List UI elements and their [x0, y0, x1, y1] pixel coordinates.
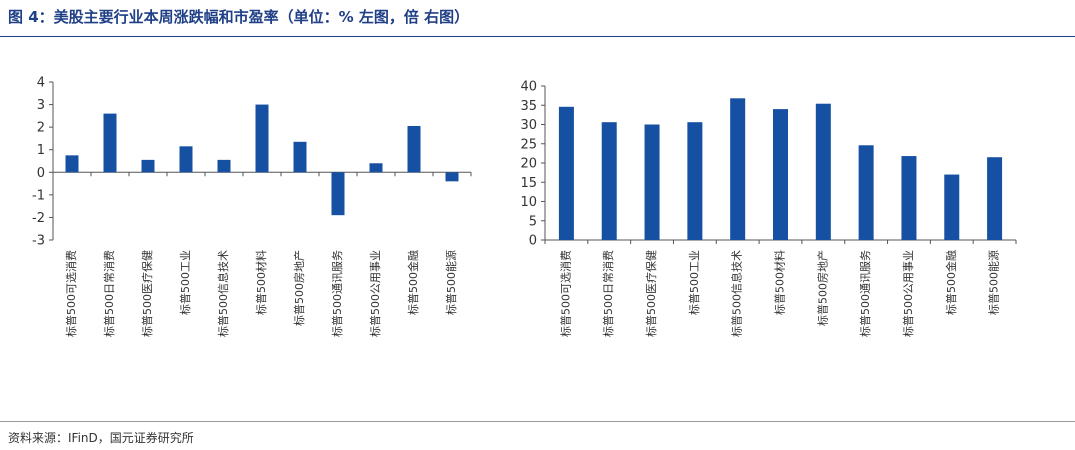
bar [141, 159, 155, 173]
y-tick-label: 1 [37, 143, 45, 158]
x-category-label: 标普500材料 [773, 250, 787, 315]
y-tick-label: -3 [32, 234, 45, 249]
x-category-label: 标普500信息技术 [730, 250, 744, 337]
figure-title: 图 4：美股主要行业本周涨跌幅和市盈率（单位：% 左图，倍 右图） [8, 8, 470, 26]
bar [65, 155, 79, 173]
x-category-label: 标普500通讯服务 [858, 250, 872, 337]
bar [255, 104, 269, 173]
x-category-label: 标普500材料 [254, 250, 268, 315]
bar [944, 174, 960, 240]
x-category-label: 标普500日常消费 [601, 250, 615, 337]
bar [858, 145, 874, 240]
x-category-label: 标普500工业 [687, 250, 701, 315]
footer-rule [0, 421, 1075, 422]
x-category-label: 标普500通讯服务 [330, 250, 344, 337]
bar [901, 156, 917, 240]
bar [687, 122, 703, 240]
y-tick-label: 3 [37, 98, 45, 113]
y-tick-label: 35 [520, 99, 537, 114]
bar [407, 126, 421, 173]
bar [217, 159, 231, 173]
x-category-label: 标普500信息技术 [216, 250, 230, 337]
y-tick-label: -1 [32, 188, 45, 203]
bar [331, 172, 345, 216]
x-category-label: 标普500金融 [944, 250, 958, 315]
bar [369, 163, 383, 173]
y-tick-label: 30 [520, 118, 537, 133]
bar [987, 157, 1003, 240]
y-tick-label: 2 [37, 121, 45, 136]
x-category-label: 标普500可选消费 [558, 250, 572, 337]
x-category-label: 标普500公用事业 [901, 250, 915, 337]
y-tick-label: 4 [37, 76, 45, 91]
bar [103, 113, 117, 173]
y-tick-label: 20 [520, 157, 537, 172]
bar [445, 172, 459, 182]
y-tick-label: 0 [529, 234, 537, 249]
y-tick-label: 10 [520, 195, 537, 210]
x-category-label: 标普500可选消费 [64, 250, 78, 337]
bar [179, 146, 193, 173]
x-category-label: 标普500公用事业 [368, 250, 382, 337]
x-category-label: 标普500医疗保健 [644, 250, 658, 337]
y-tick-label: 25 [520, 137, 537, 152]
x-category-label: 标普500能源 [987, 250, 1001, 315]
y-tick-label: 5 [529, 214, 537, 229]
x-category-label: 标普500工业 [178, 250, 192, 315]
x-category-label: 标普500医疗保健 [140, 250, 154, 337]
bar [730, 98, 746, 240]
x-category-label: 标普500房地产 [815, 250, 829, 326]
bar [293, 141, 307, 173]
y-tick-label: 40 [520, 80, 537, 95]
x-category-label: 标普500日常消费 [102, 250, 116, 337]
bar [644, 124, 660, 240]
bar [773, 109, 788, 240]
y-tick-label: 0 [37, 166, 45, 181]
y-tick-label: -2 [32, 211, 45, 226]
bar [601, 122, 617, 240]
bar [815, 103, 831, 241]
source-note: 资料来源：IFinD，国元证券研究所 [8, 431, 194, 445]
bar [558, 106, 574, 240]
x-category-label: 标普500房地产 [292, 250, 306, 326]
y-tick-label: 15 [520, 176, 537, 191]
x-category-label: 标普500能源 [444, 250, 458, 315]
x-category-label: 标普500金融 [406, 250, 420, 315]
title-rule [0, 36, 1075, 37]
